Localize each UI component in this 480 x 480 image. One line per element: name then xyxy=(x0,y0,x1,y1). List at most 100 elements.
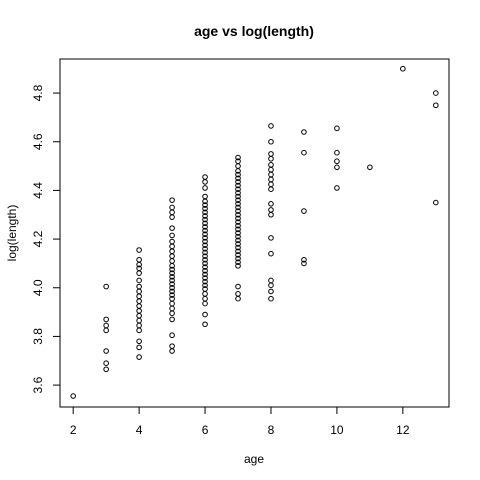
data-point xyxy=(169,266,175,273)
data-point xyxy=(169,288,175,295)
data-point xyxy=(169,232,175,239)
data-point xyxy=(169,305,175,312)
y-axis: 3.6 3.8 4.0 4.2 4.4 4.6 4.8 xyxy=(31,84,61,393)
data-point xyxy=(334,185,340,191)
data-point xyxy=(202,260,208,267)
data-point xyxy=(136,344,142,351)
x-tick-label: 8 xyxy=(268,423,275,437)
y-tick-label: 3.8 xyxy=(31,328,45,345)
data-point xyxy=(301,129,307,135)
data-point xyxy=(169,204,175,211)
data-point xyxy=(268,155,274,162)
data-point xyxy=(235,252,241,258)
y-tick-label: 4.4 xyxy=(31,182,45,199)
data-point xyxy=(301,208,307,214)
data-point xyxy=(169,214,175,220)
data-point xyxy=(235,208,241,214)
data-point xyxy=(169,209,175,216)
data-point xyxy=(202,321,208,328)
data-point xyxy=(235,179,241,185)
data-point xyxy=(136,293,142,300)
data-point xyxy=(103,360,109,366)
data-point xyxy=(202,246,208,252)
data-point xyxy=(169,238,175,245)
data-point xyxy=(169,332,175,339)
data-point xyxy=(136,256,142,263)
data-point xyxy=(235,200,241,207)
data-point xyxy=(169,310,175,317)
x-tick-label: 4 xyxy=(136,423,143,437)
data-point xyxy=(136,265,142,272)
data-point xyxy=(169,274,175,280)
y-tick-label: 4.6 xyxy=(31,133,45,150)
data-point xyxy=(202,213,208,219)
data-point xyxy=(136,277,142,284)
data-point xyxy=(202,220,208,227)
data-point xyxy=(169,284,175,291)
data-point xyxy=(334,125,340,132)
data-point xyxy=(103,327,109,334)
data-point xyxy=(169,295,175,302)
data-point xyxy=(169,197,175,203)
data-point xyxy=(268,171,274,178)
x-tick-label: 12 xyxy=(396,423,410,437)
data-point xyxy=(235,226,241,233)
data-point xyxy=(268,295,274,302)
data-point xyxy=(235,244,241,251)
x-tick-label: 2 xyxy=(70,423,77,437)
data-point xyxy=(235,211,241,218)
data-point xyxy=(268,207,274,213)
data-point xyxy=(433,90,439,96)
data-point xyxy=(136,303,142,309)
data-point xyxy=(235,182,241,189)
data-point xyxy=(202,311,208,318)
y-tick-label: 4.8 xyxy=(31,84,45,101)
data-point xyxy=(169,225,175,231)
data-point xyxy=(202,179,208,185)
data-point xyxy=(136,338,142,345)
data-point xyxy=(202,267,208,274)
data-point xyxy=(268,162,274,168)
data-point xyxy=(268,138,274,145)
data-point xyxy=(268,166,274,173)
data-point xyxy=(103,283,109,290)
data-point xyxy=(268,200,274,207)
data-point xyxy=(334,158,340,165)
data-point xyxy=(202,238,208,245)
data-point xyxy=(235,248,241,255)
chart-title: age vs log(length) xyxy=(194,23,314,39)
data-point xyxy=(235,230,241,236)
data-point xyxy=(103,348,109,354)
data-point xyxy=(268,176,274,183)
data-point xyxy=(169,243,175,250)
data-point xyxy=(136,312,142,319)
data-point xyxy=(169,316,175,323)
data-point xyxy=(235,283,241,290)
data-point xyxy=(136,247,142,253)
data-point xyxy=(268,250,274,257)
data-point xyxy=(235,163,241,169)
data-point xyxy=(202,300,208,307)
data-point xyxy=(169,348,175,354)
data-point xyxy=(235,222,241,229)
data-point xyxy=(136,308,142,314)
data-point xyxy=(136,322,142,329)
data-point xyxy=(268,186,274,192)
data-point xyxy=(103,322,109,329)
data-point xyxy=(202,249,208,256)
data-point xyxy=(235,259,241,266)
data-point xyxy=(235,255,241,262)
data-point xyxy=(268,151,274,157)
data-point xyxy=(202,209,208,216)
data-point xyxy=(169,281,175,287)
data-point xyxy=(235,204,241,211)
data-point xyxy=(301,149,307,156)
data-point xyxy=(301,260,307,267)
data-point xyxy=(202,286,208,292)
data-point xyxy=(136,270,142,276)
data-point xyxy=(235,237,241,244)
data-point xyxy=(235,219,241,225)
data-point xyxy=(235,190,241,196)
data-point xyxy=(169,292,175,298)
